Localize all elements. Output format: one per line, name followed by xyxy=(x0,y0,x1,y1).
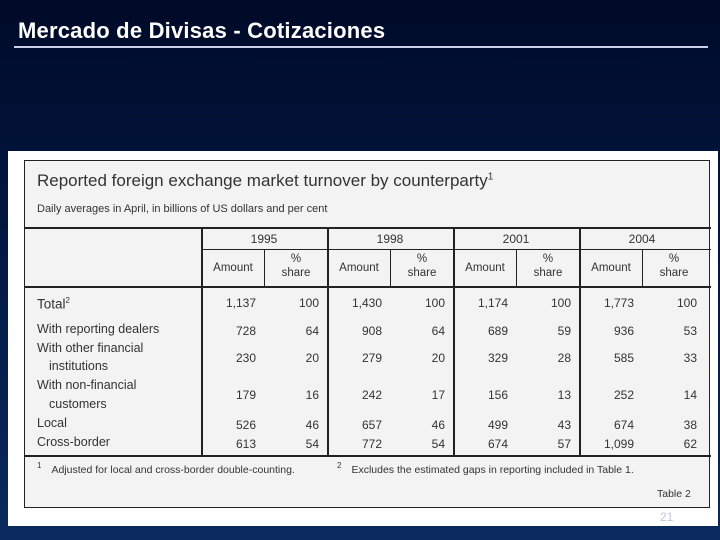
amount-header: Amount xyxy=(213,262,253,274)
table-cell: 54 xyxy=(431,437,445,451)
table-cell: 17 xyxy=(431,388,445,402)
table-cell: 100 xyxy=(424,296,445,310)
footnote-mark: 1 xyxy=(37,461,42,470)
table-cell: 20 xyxy=(305,351,319,365)
subcol-divider-1 xyxy=(264,249,265,287)
year-header-2004: 2004 xyxy=(628,232,656,246)
footnote-mark: 2 xyxy=(337,461,342,470)
amount-header: Amount xyxy=(465,262,505,274)
table-cell: 54 xyxy=(305,437,319,451)
table-cell: 526 xyxy=(235,418,256,432)
table-cell: 20 xyxy=(431,351,445,365)
table-cell: 46 xyxy=(305,418,319,432)
rule-top xyxy=(25,227,711,229)
share-header-word: share xyxy=(407,267,437,279)
table-cell: 43 xyxy=(557,418,571,432)
table-cell: 230 xyxy=(235,351,256,365)
subcol-divider-3 xyxy=(516,249,517,287)
group-divider-2 xyxy=(327,227,329,456)
year-header-1998: 1998 xyxy=(376,232,404,246)
table-cell: 728 xyxy=(235,324,256,338)
row-label: With other financial xyxy=(37,341,144,355)
table-cell: 13 xyxy=(557,388,571,402)
table-cell: 252 xyxy=(613,388,634,402)
table-cell: 59 xyxy=(557,324,571,338)
share-header-word: share xyxy=(281,267,311,279)
table-cell: 46 xyxy=(431,418,445,432)
table-cell: 100 xyxy=(676,296,697,310)
share-header-pct: % xyxy=(542,253,554,265)
row-label: Total2 xyxy=(37,296,70,312)
table-cell: 57 xyxy=(557,437,571,451)
table-cell: 329 xyxy=(487,351,508,365)
table-cell: 53 xyxy=(683,324,697,338)
footnote-text: Excludes the estimated gaps in reporting… xyxy=(351,463,634,476)
row-label: customers xyxy=(49,397,107,411)
footnote-2: 2 Excludes the estimated gaps in reportin… xyxy=(337,461,634,476)
share-header-pct: % xyxy=(668,253,680,265)
table-cell: 179 xyxy=(235,388,256,402)
row-label: institutions xyxy=(49,359,109,373)
table-cell: 657 xyxy=(361,418,382,432)
slide-title: Mercado de Divisas - Cotizaciones xyxy=(18,18,386,43)
table-cell: 38 xyxy=(683,418,697,432)
table-cell: 1,099 xyxy=(603,437,634,451)
table-cell: 772 xyxy=(361,437,382,451)
table-cell: 585 xyxy=(613,351,634,365)
table-cell: 100 xyxy=(298,296,319,310)
table-cell: 62 xyxy=(683,437,697,451)
footnote-1: 1 Adjusted for local and cross-border dou… xyxy=(37,461,295,476)
table-cell: 613 xyxy=(235,437,256,451)
year-header-1995: 1995 xyxy=(250,232,278,246)
table-cell: 499 xyxy=(487,418,508,432)
table-cell: 156 xyxy=(487,388,508,402)
share-header-word: share xyxy=(533,267,563,279)
table-cell: 936 xyxy=(613,324,634,338)
share-header-pct: % xyxy=(290,253,302,265)
table-cell: 16 xyxy=(305,388,319,402)
subcol-divider-2 xyxy=(390,249,391,287)
group-divider-4 xyxy=(579,227,581,456)
amount-header: Amount xyxy=(339,262,379,274)
row-footnote-mark: 2 xyxy=(65,296,70,305)
amount-header: Amount xyxy=(591,262,631,274)
group-divider-3 xyxy=(453,227,455,456)
table-subtitle: Daily averages in April, in billions of … xyxy=(37,203,328,215)
title-footnote-mark: 1 xyxy=(487,171,494,183)
table-title: Reported foreign exchange market turnove… xyxy=(37,171,494,190)
row-label: With reporting dealers xyxy=(37,322,160,336)
table-cell: 1,137 xyxy=(225,296,256,310)
row-label: Cross-border xyxy=(37,435,110,449)
subcol-divider-4 xyxy=(642,249,643,287)
table-figure: Reported foreign exchange market turnove… xyxy=(24,160,711,508)
table-cell: 14 xyxy=(683,388,697,402)
table-cell: 674 xyxy=(613,418,634,432)
share-header-word: share xyxy=(659,267,689,279)
group-divider-1 xyxy=(201,227,203,456)
table-cell: 1,174 xyxy=(477,296,508,310)
table-cell: 674 xyxy=(487,437,508,451)
table-cell: 100 xyxy=(550,296,571,310)
share-header-pct: % xyxy=(416,253,428,265)
row-label: Local xyxy=(37,416,67,430)
table-cell: 242 xyxy=(361,388,382,402)
table-cell: 689 xyxy=(487,324,508,338)
table-cell: 1,430 xyxy=(351,296,382,310)
table-cell: 908 xyxy=(361,324,382,338)
footnote-text: Adjusted for local and cross-border doub… xyxy=(51,463,295,476)
rule-header-bottom xyxy=(25,286,711,288)
table-cell: 28 xyxy=(557,351,571,365)
year-header-2001: 2001 xyxy=(502,232,530,246)
rule-footnote-top xyxy=(25,455,711,457)
page-number: 21 xyxy=(660,510,674,524)
rule-year-bottom xyxy=(201,249,711,250)
table-caption: Table 2 xyxy=(657,488,691,500)
row-label: With non-financial xyxy=(37,378,137,392)
table-cell: 1,773 xyxy=(603,296,634,310)
table-cell: 64 xyxy=(305,324,319,338)
table-cell: 33 xyxy=(683,351,697,365)
table-cell: 64 xyxy=(431,324,445,338)
title-divider xyxy=(14,46,708,48)
table-cell: 279 xyxy=(361,351,382,365)
